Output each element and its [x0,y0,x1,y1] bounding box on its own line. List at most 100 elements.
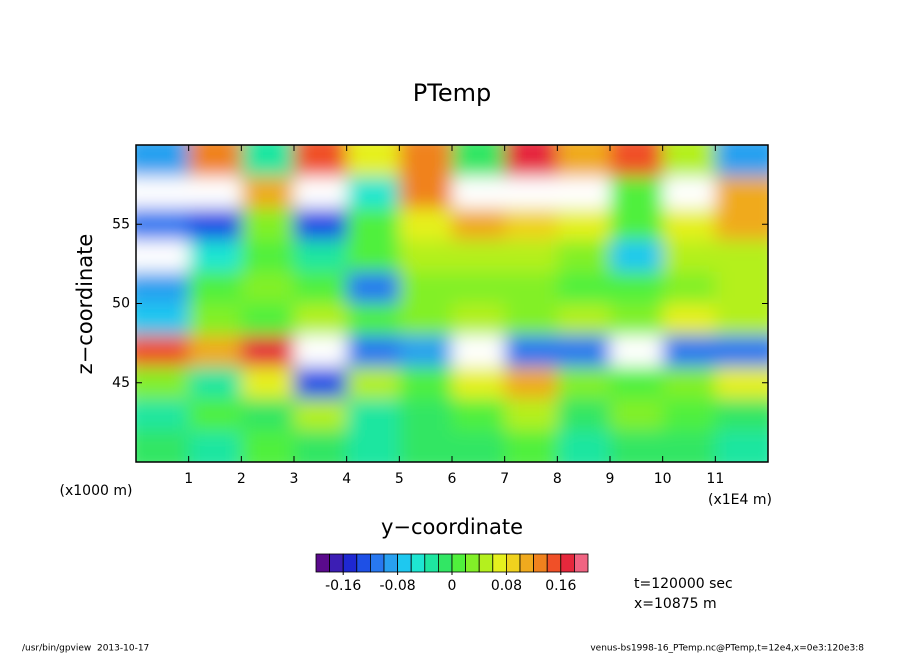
cell [715,335,768,368]
cell [346,430,400,462]
cell [241,335,295,368]
cell [294,208,348,241]
cell [136,430,190,462]
cells [136,145,768,462]
y-tick-label: 55 [112,216,130,232]
x-axis-label: y−coordinate [381,515,523,539]
cell [188,303,242,336]
annotation: x=10875 m [634,596,717,612]
colorbar-box [356,553,371,573]
cell [136,398,190,431]
cell [399,145,453,178]
cell [346,366,400,400]
cell [610,303,664,336]
cell [452,430,506,462]
cell [399,430,453,462]
y-tick-label: 50 [112,296,130,312]
cell [610,366,664,400]
y-axis-label: z−coordinate [73,234,97,375]
cell [188,271,242,304]
cell [504,145,558,178]
cell [557,335,611,368]
cell [504,208,558,241]
cell [346,335,400,368]
cell [452,176,506,209]
cell [715,208,768,241]
x-tick-label: 7 [500,471,509,487]
cell [346,240,400,273]
x-tick-label: 10 [654,471,672,487]
cell [241,398,295,431]
cell [136,145,190,178]
cell [399,303,453,336]
cell [294,335,348,368]
cell [504,303,558,336]
cell [715,176,768,209]
cell [399,240,453,273]
cell [557,430,611,462]
cell [452,303,506,336]
cell [662,176,716,209]
cell [557,398,611,431]
cell [294,366,348,400]
cell [188,145,242,178]
cell [136,176,190,209]
cell [504,176,558,209]
cell [452,240,506,273]
cell [662,240,716,273]
x-tick-label: 2 [237,471,246,487]
colorbar-box [410,553,426,573]
colorbar-box [560,553,575,573]
colorbar-tick-label: -0.08 [379,578,415,594]
cell [452,335,506,368]
colorbar-box [492,553,507,573]
cell [662,208,716,241]
cell [399,366,453,400]
colorbar-box [397,553,412,573]
colorbar-box [574,553,589,573]
cell [452,145,506,178]
cell [557,240,611,273]
cell [557,208,611,241]
cell [662,366,716,400]
cell [662,271,716,304]
cell [241,145,295,178]
cell [610,240,664,273]
cell [188,240,242,273]
cell [504,271,558,304]
cell [241,271,295,304]
colorbar-box [369,553,385,573]
cell [188,176,242,209]
colorbar-box [424,553,439,573]
cell [241,303,295,336]
cell [662,398,716,431]
cell [399,176,453,209]
cell [346,271,400,304]
colorbar-box [519,553,535,573]
y-tick-label: 45 [112,375,130,391]
cell [610,176,664,209]
cell [662,430,716,462]
colorbar-box [437,553,453,573]
cell [241,208,295,241]
colorbar-box [465,553,480,573]
x-tick-label: 9 [606,471,615,487]
cell [241,366,295,400]
cell [294,271,348,304]
colorbar-tick-label: 0.16 [545,578,576,594]
colorbar-tick-label: 0 [448,578,457,594]
cell [610,335,664,368]
cell [346,398,400,431]
cell [610,398,664,431]
cell [557,271,611,304]
cell [557,366,611,400]
colorbar-box [315,553,331,573]
cell [504,430,558,462]
x-tick-label: 8 [553,471,562,487]
cell [715,430,768,462]
colorbar-box [329,553,344,573]
cell [557,176,611,209]
cell [610,271,664,304]
x-tick-label: 5 [395,471,404,487]
